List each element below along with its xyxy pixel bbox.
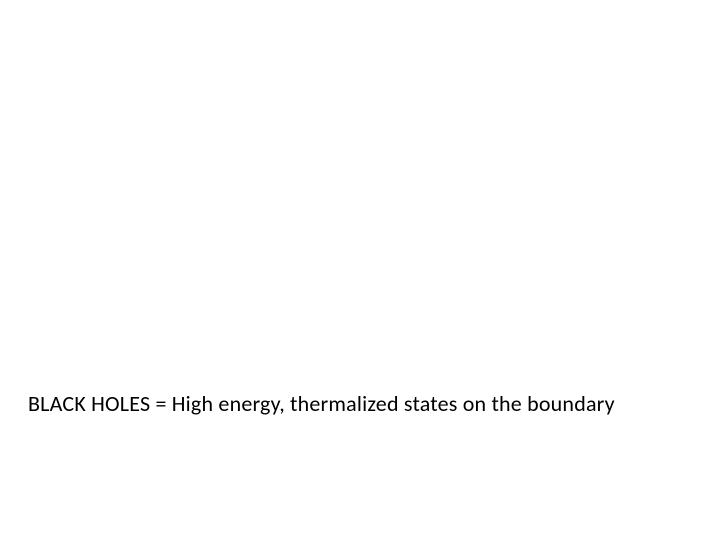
slide: BLACK HOLES = High energy, thermalized s… <box>0 0 720 540</box>
slide-text: BLACK HOLES = High energy, thermalized s… <box>28 390 615 417</box>
